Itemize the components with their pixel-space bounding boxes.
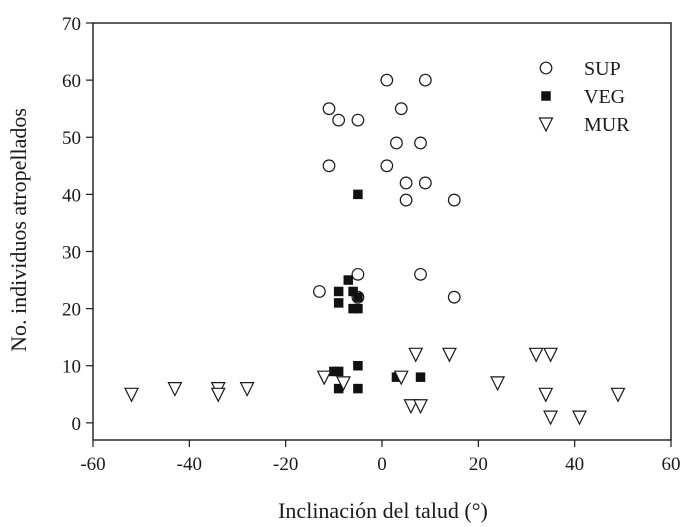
legend-marker-mur — [538, 117, 554, 133]
x-tick-label: -60 — [80, 454, 105, 475]
point-sup — [390, 136, 403, 150]
legend-marker-sup — [539, 61, 553, 75]
y-tick-label: 50 — [62, 128, 81, 149]
point-mur — [543, 347, 559, 363]
point-sup — [380, 73, 394, 87]
y-tick-label: 60 — [62, 71, 81, 92]
x-tick-label: -40 — [177, 454, 202, 475]
point-sup — [394, 102, 408, 116]
point-sup — [418, 176, 432, 190]
point-veg — [353, 383, 363, 394]
point-veg — [333, 383, 344, 394]
series-veg — [329, 189, 426, 394]
point-sup — [351, 267, 365, 281]
point-sup — [380, 159, 394, 173]
point-mur — [210, 387, 226, 403]
x-axis-ticks: -60 -40 -20 0 20 40 60 — [80, 440, 681, 475]
point-mur — [441, 347, 457, 363]
legend-marker-veg — [541, 91, 551, 101]
point-sup — [418, 73, 432, 87]
point-veg — [353, 292, 363, 302]
point-veg — [329, 366, 339, 377]
legend-label-mur: MUR — [584, 114, 630, 136]
point-sup — [399, 176, 413, 190]
point-mur — [403, 399, 419, 415]
point-sup — [447, 193, 461, 207]
point-mur — [572, 410, 587, 426]
y-tick-label: 0 — [72, 414, 82, 435]
y-tick-label: 30 — [62, 242, 81, 263]
point-sup — [332, 113, 346, 127]
series-sup — [312, 73, 461, 304]
series-mur — [124, 347, 626, 426]
point-veg — [348, 286, 358, 297]
point-veg — [333, 298, 344, 308]
point-mur — [167, 381, 183, 397]
point-sup — [351, 113, 365, 127]
data-points — [124, 73, 626, 426]
y-tick-label: 70 — [62, 14, 81, 35]
legend-label-veg: VEG — [584, 86, 625, 108]
point-veg — [333, 366, 344, 377]
y-tick-label: 10 — [62, 357, 81, 378]
point-veg — [333, 286, 344, 297]
point-mur — [316, 370, 332, 386]
x-tick-label: 60 — [662, 454, 681, 475]
point-veg — [391, 372, 402, 382]
point-mur — [335, 376, 351, 392]
point-mur — [239, 381, 255, 397]
point-mur — [610, 387, 626, 403]
point-veg — [353, 360, 363, 371]
x-tick-label: 20 — [469, 454, 488, 475]
point-sup — [414, 267, 427, 281]
point-sup — [447, 290, 461, 304]
point-veg — [343, 275, 354, 285]
point-sup — [312, 285, 326, 298]
point-mur — [408, 347, 424, 363]
point-veg — [348, 303, 358, 314]
x-tick-label: 40 — [565, 454, 584, 475]
y-tick-label: 20 — [62, 300, 81, 321]
y-axis-ticks: 0 10 20 30 40 50 60 70 — [62, 14, 93, 435]
point-mur — [528, 347, 544, 363]
point-sup — [322, 102, 336, 116]
point-veg — [353, 303, 363, 314]
point-sup — [322, 159, 336, 173]
point-mur — [393, 370, 409, 386]
point-mur — [538, 387, 554, 403]
legend-label-sup: SUP — [584, 58, 621, 80]
point-veg — [415, 372, 426, 382]
point-sup — [399, 193, 413, 207]
point-veg — [353, 189, 363, 200]
x-tick-label: -20 — [273, 454, 298, 475]
y-tick-label: 40 — [62, 185, 81, 206]
point-mur — [543, 410, 559, 426]
point-mur — [413, 399, 429, 415]
y-axis-title: No. individuos atropellados — [6, 108, 31, 352]
point-sup — [414, 136, 427, 150]
x-axis-title: Inclinación del talud (°) — [278, 498, 488, 523]
x-tick-label: 0 — [377, 454, 387, 475]
point-mur — [124, 387, 140, 403]
point-mur — [490, 376, 506, 392]
legend: SUP VEG MUR — [538, 58, 630, 136]
